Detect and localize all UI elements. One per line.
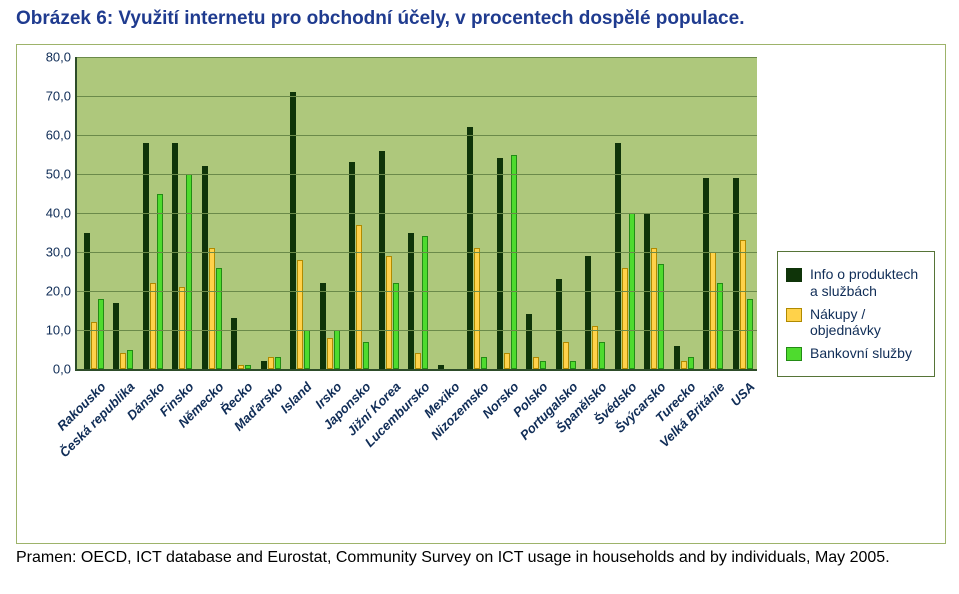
y-axis-label: 0,0 [53, 362, 77, 377]
chart-title: Obrázek 6: Využití internetu pro obchodn… [16, 8, 744, 30]
bar [268, 357, 274, 369]
bar [393, 283, 399, 369]
bar [556, 279, 562, 369]
gridline [77, 57, 757, 58]
gridline [77, 213, 757, 214]
y-axis-label: 50,0 [46, 167, 77, 182]
bar [320, 283, 326, 369]
gridline [77, 291, 757, 292]
bar [540, 361, 546, 369]
chart-legend: Info o produktech a službách Nákupy / ob… [777, 251, 935, 377]
bar [349, 162, 355, 369]
bar [651, 248, 657, 369]
bar [703, 178, 709, 369]
bar [504, 353, 510, 369]
y-axis-label: 30,0 [46, 245, 77, 260]
chart-plot: 0,010,020,030,040,050,060,070,080,0 [75, 57, 757, 371]
legend-label-banking: Bankovní služby [810, 345, 912, 362]
bar [570, 361, 576, 369]
legend-item-purchases: Nákupy / objednávky [786, 306, 926, 340]
bar [533, 357, 539, 369]
bar [127, 350, 133, 370]
bar [261, 361, 267, 369]
bar [585, 256, 591, 369]
chart-source: Pramen: OECD, ICT database and Eurostat,… [16, 548, 916, 569]
bar [143, 143, 149, 369]
bar [658, 264, 664, 369]
bar [497, 158, 503, 369]
bar [356, 225, 362, 369]
x-axis-label: Island [278, 379, 315, 416]
bar [688, 357, 694, 369]
gridline [77, 252, 757, 253]
bar [422, 236, 428, 369]
bar [592, 326, 598, 369]
bar [231, 318, 237, 369]
gridline [77, 174, 757, 175]
bar [379, 151, 385, 369]
bar [327, 338, 333, 369]
bar [674, 346, 680, 369]
bar [622, 268, 628, 369]
chart-frame: 0,010,020,030,040,050,060,070,080,0 Rako… [16, 44, 946, 544]
bar [363, 342, 369, 369]
legend-swatch-banking [786, 347, 802, 361]
bar [179, 287, 185, 369]
y-axis-label: 80,0 [46, 50, 77, 65]
bar [717, 283, 723, 369]
y-axis-label: 70,0 [46, 89, 77, 104]
bar [438, 365, 444, 369]
bar [275, 357, 281, 369]
y-axis-label: 20,0 [46, 284, 77, 299]
gridline [77, 96, 757, 97]
gridline [77, 135, 757, 136]
bar [599, 342, 605, 369]
bar [710, 252, 716, 369]
bar [209, 248, 215, 369]
y-axis-label: 10,0 [46, 323, 77, 338]
bar [98, 299, 104, 369]
bar [186, 174, 192, 369]
x-axis-label: USA [727, 379, 757, 409]
gridline [77, 330, 757, 331]
bar [172, 143, 178, 369]
legend-label-purchases: Nákupy / objednávky [810, 306, 926, 340]
bar [245, 365, 251, 369]
bar [526, 314, 532, 369]
bar [747, 299, 753, 369]
bar [120, 353, 126, 369]
bar [238, 365, 244, 369]
bar [615, 143, 621, 369]
bar [150, 283, 156, 369]
bar [740, 240, 746, 369]
bar [511, 155, 517, 370]
x-axis-labels: RakouskoČeská republikaDánskoFinskoNěmec… [75, 371, 755, 531]
bar [386, 256, 392, 369]
bar [304, 330, 310, 369]
legend-label-info: Info o produktech a službách [810, 266, 926, 300]
bar [297, 260, 303, 369]
legend-swatch-purchases [786, 308, 802, 322]
bar [467, 127, 473, 369]
y-axis-label: 40,0 [46, 206, 77, 221]
legend-item-info: Info o produktech a službách [786, 266, 926, 300]
bar [474, 248, 480, 369]
bar [563, 342, 569, 369]
bar [415, 353, 421, 369]
bar [334, 330, 340, 369]
y-axis-label: 60,0 [46, 128, 77, 143]
bar [157, 194, 163, 370]
legend-swatch-info [786, 268, 802, 282]
bar [681, 361, 687, 369]
bar [733, 178, 739, 369]
legend-item-banking: Bankovní služby [786, 345, 926, 362]
bar [216, 268, 222, 369]
bar [481, 357, 487, 369]
bar [202, 166, 208, 369]
bar [290, 92, 296, 369]
bar [113, 303, 119, 369]
